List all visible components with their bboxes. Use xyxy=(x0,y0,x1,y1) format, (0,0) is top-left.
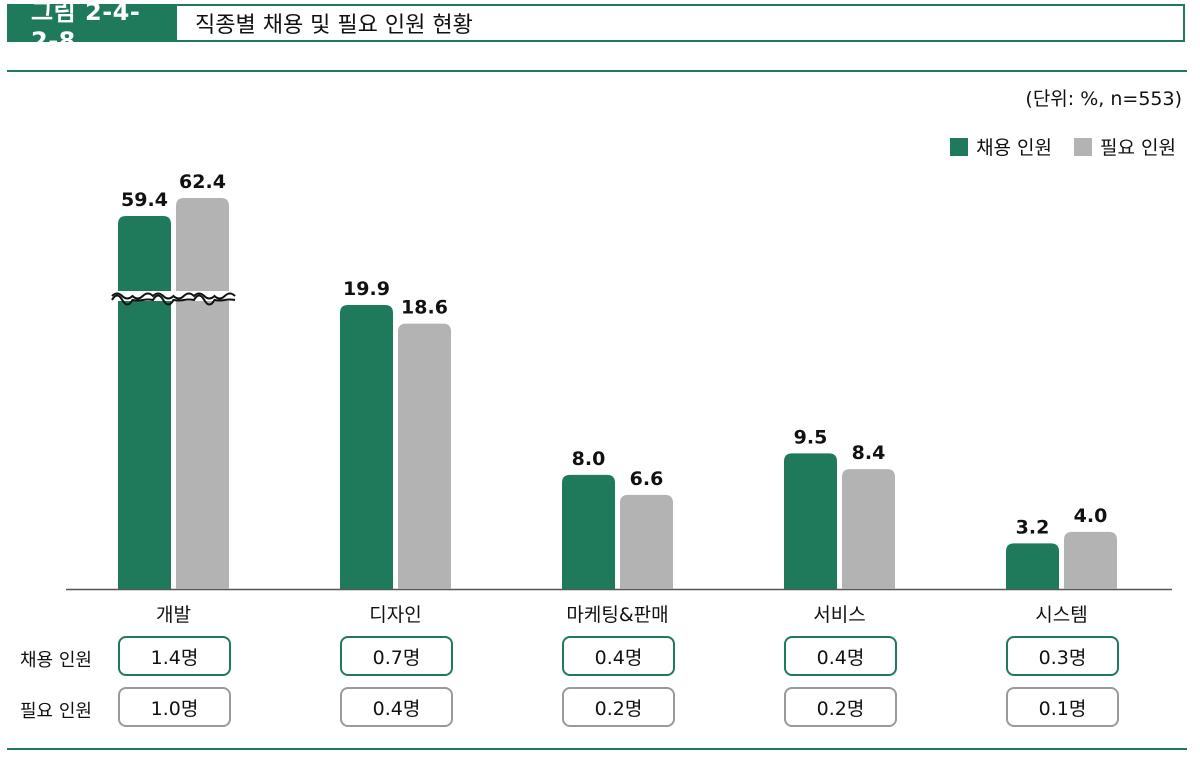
unit-note: (단위: %, n=553) xyxy=(1025,88,1182,110)
legend-label-need: 필요 인원 xyxy=(1100,137,1176,159)
top-divider xyxy=(7,70,1187,72)
legend-swatch-need xyxy=(1074,137,1093,156)
hire-count-pill-1: 0.7명 xyxy=(340,636,453,676)
chart-legend: 채용 인원 필요 인원 xyxy=(928,133,1176,160)
bar-hire-4 xyxy=(1006,543,1059,589)
bar-need-0 xyxy=(176,198,229,589)
bar-need-2 xyxy=(620,494,673,589)
data-label-need-2: 6.6 xyxy=(630,468,664,490)
hire-count-pill-3: 0.4명 xyxy=(784,636,897,676)
data-label-need-1: 18.6 xyxy=(401,297,448,319)
bottom-divider xyxy=(7,748,1187,750)
data-label-hire-4: 3.2 xyxy=(1016,516,1050,538)
bar-hire-2 xyxy=(562,474,615,589)
data-label-need-3: 8.4 xyxy=(852,442,886,464)
data-label-need-4: 4.0 xyxy=(1074,505,1108,527)
category-label-4: 시스템 xyxy=(1035,604,1087,626)
category-label-2: 마케팅&판매 xyxy=(566,604,668,626)
bar-hire-0 xyxy=(118,216,171,589)
bar-need-4 xyxy=(1064,531,1117,589)
legend-item-hire: 채용 인원 xyxy=(950,133,1052,160)
axis-break-top-wave xyxy=(111,292,236,300)
legend-label-hire: 채용 인원 xyxy=(976,137,1053,159)
need-count-pill-2: 0.2명 xyxy=(562,687,675,727)
hire-count-pill-0: 1.4명 xyxy=(118,636,231,676)
row-label-hire: 채용 인원 xyxy=(20,650,92,671)
bar-need-1 xyxy=(398,323,451,589)
category-label-0: 개발 xyxy=(156,604,191,626)
row-label-need: 필요 인원 xyxy=(20,701,92,722)
figure-title: 직종별 채용 및 필요 인원 현황 xyxy=(195,13,473,38)
category-label-1: 디자인 xyxy=(369,604,421,626)
hire-count-pill-2: 0.4명 xyxy=(562,636,675,676)
need-count-pill-0: 1.0명 xyxy=(118,687,231,727)
axis-break-bottom-wave xyxy=(111,294,236,306)
legend-swatch-hire xyxy=(950,137,969,156)
data-label-hire-1: 19.9 xyxy=(343,278,390,300)
data-label-need-0: 62.4 xyxy=(179,171,226,193)
need-count-pill-4: 0.1명 xyxy=(1006,687,1119,727)
data-label-hire-2: 8.0 xyxy=(572,448,606,470)
category-label-3: 서비스 xyxy=(813,604,865,626)
need-count-pill-1: 0.4명 xyxy=(340,687,453,727)
legend-item-need: 필요 인원 xyxy=(1074,133,1176,160)
data-label-hire-0: 59.4 xyxy=(121,189,168,211)
bar-need-3 xyxy=(842,469,895,589)
bar-hire-1 xyxy=(340,305,393,589)
bar-hire-3 xyxy=(784,453,837,589)
hire-count-pill-4: 0.3명 xyxy=(1006,636,1119,676)
need-count-pill-3: 0.2명 xyxy=(784,687,897,727)
data-label-hire-3: 9.5 xyxy=(794,426,828,448)
